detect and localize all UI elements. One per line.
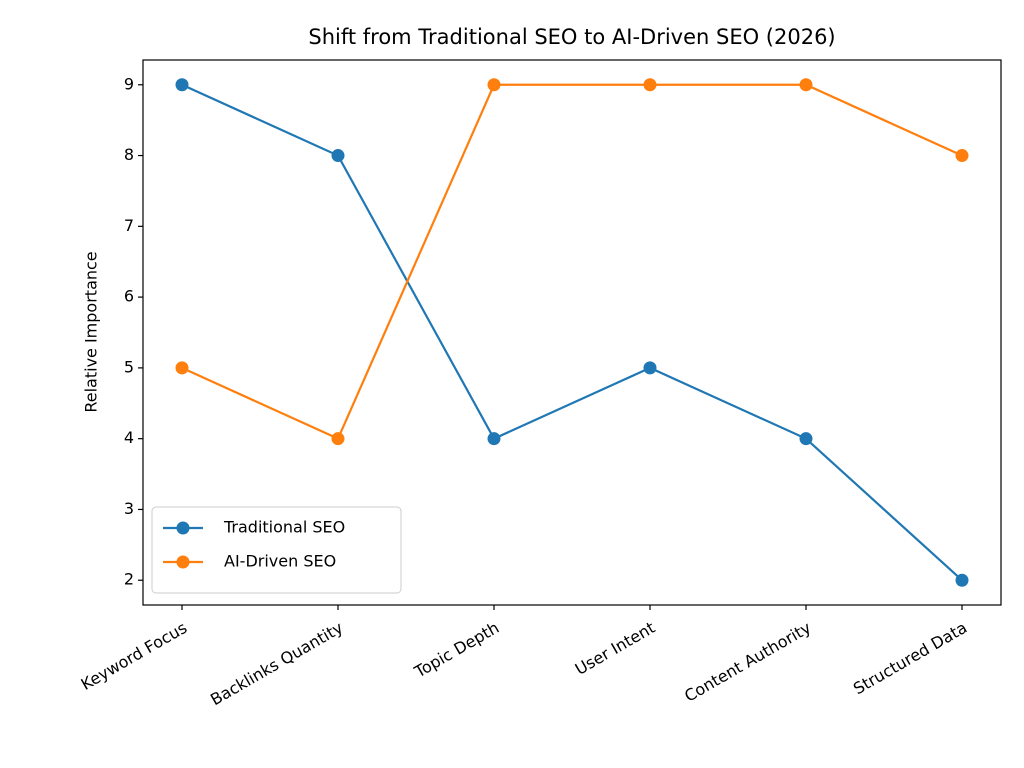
x-tick-label: Content Authority [681, 618, 814, 706]
plot-frame [142, 59, 1002, 606]
y-axis-label: Relative Importance [82, 251, 101, 412]
legend-box [151, 506, 402, 594]
y-tick-label: 8 [124, 145, 134, 164]
y-tick-label: 7 [124, 216, 134, 235]
x-tick-label: Structured Data [850, 618, 970, 698]
y-tick-label: 5 [124, 357, 134, 376]
legend-label: Traditional SEO [223, 518, 345, 537]
legend-label: AI-Driven SEO [224, 552, 336, 571]
series-line [181, 83, 963, 441]
data-point [643, 361, 657, 375]
x-tick-label: Keyword Focus [78, 618, 191, 694]
data-point [175, 78, 189, 92]
y-tick-label: 3 [124, 499, 134, 518]
data-point [487, 78, 501, 92]
data-point [955, 149, 969, 163]
x-tick-label: User Intent [572, 618, 659, 679]
data-point [799, 432, 813, 446]
data-point [331, 149, 345, 163]
data-point [799, 78, 813, 92]
data-point [487, 432, 501, 446]
x-tick-label: Backlinks Quantity [207, 618, 346, 709]
y-tick-label: 6 [124, 287, 134, 306]
y-tick-label: 9 [124, 74, 134, 93]
x-tick-label: Topic Depth [410, 618, 502, 682]
series-line [181, 83, 963, 582]
legend-marker [176, 555, 190, 569]
y-tick-label: 2 [124, 570, 134, 589]
data-point [175, 361, 189, 375]
y-tick-label: 4 [124, 428, 134, 447]
data-point [955, 573, 969, 587]
legend-marker [176, 521, 190, 535]
data-point [643, 78, 657, 92]
data-point [331, 432, 345, 446]
chart-title: Shift from Traditional SEO to AI-Driven … [308, 25, 835, 49]
